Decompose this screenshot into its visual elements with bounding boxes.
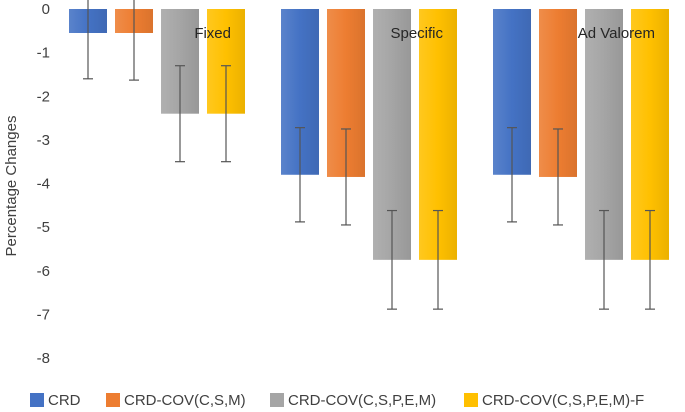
legend: CRD CRD-COV(C,S,M) CRD-COV(C,S,P,E,M) CRD-C… [30,392,644,409]
category-label: Specific [390,25,443,42]
legend-label: CRD-COV(C,S,M) [124,392,246,409]
error-bars-layer [83,0,655,310]
legend-swatch [270,393,284,407]
legend-swatch [106,393,120,407]
bars-layer [69,9,669,260]
legend-swatch [30,393,44,407]
legend-label: CRD-COV(C,S,P,E,M) [288,392,436,409]
y-tick-label: -5 [37,219,50,236]
y-tick-label: -3 [37,132,50,149]
legend-swatch [464,393,478,407]
y-tick-label: -2 [37,88,50,105]
category-label: Ad Valorem [578,25,655,42]
y-tick-label: -4 [37,176,50,193]
category-labels: Fixed Specific Ad Valorem [194,25,655,42]
legend-label: CRD [48,392,81,409]
y-tick-label: -1 [37,45,50,62]
y-tick-label: 0 [42,1,50,18]
y-axis-title: Percentage Changes [3,116,20,257]
legend-label: CRD-COV(C,S,P,E,M)-F [482,392,644,409]
y-axis-ticks: 0 -1 -2 -3 -4 -5 -6 -7 -8 [37,1,50,367]
category-label: Fixed [194,25,231,42]
y-tick-label: -6 [37,263,50,280]
y-tick-label: -7 [37,306,50,323]
y-tick-label: -8 [37,350,50,367]
